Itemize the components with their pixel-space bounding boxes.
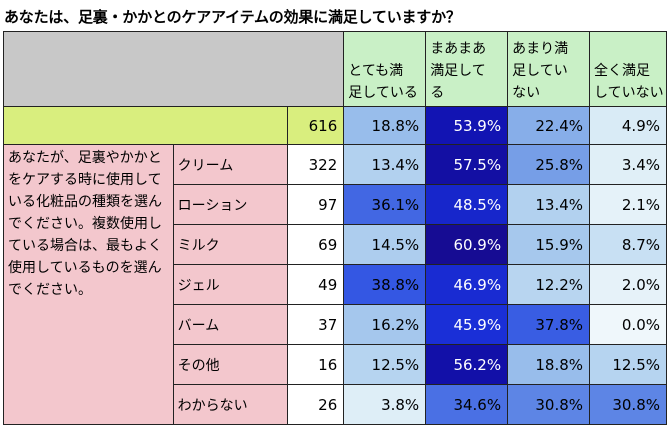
row-label: ローション <box>172 184 289 225</box>
chart-title: あなたは、足裏・かかとのケアアイテムの効果に満足していますか？ <box>4 8 461 26</box>
total-n: 616 <box>287 106 345 145</box>
row-n: 37 <box>287 304 345 345</box>
total-pct: 22.4% <box>507 106 591 145</box>
row-n: 97 <box>287 184 345 225</box>
col-header-not-very-satisfied: あまり満 足してい ない <box>507 31 591 107</box>
col-header-somewhat-satisfied: まあまあ 満足してる <box>425 31 509 107</box>
col-header-very-satisfied: とても満 足している <box>343 31 427 107</box>
total-label-cell <box>2 106 289 145</box>
row-n: 322 <box>287 144 345 185</box>
pct-cell: 3.8% <box>343 384 427 425</box>
col-header-not-satisfied-at-all: 全く満足 していない <box>589 31 667 107</box>
pct-cell: 30.8% <box>507 384 591 425</box>
pct-cell: 0.0% <box>589 304 667 345</box>
pct-cell: 60.9% <box>425 224 509 265</box>
row-n: 69 <box>287 224 345 265</box>
pct-cell: 46.9% <box>425 264 509 305</box>
pct-cell: 16.2% <box>343 304 427 345</box>
total-row: 616 18.8% 53.9% 22.4% 4.9% <box>2 106 667 145</box>
row-label: バーム <box>172 304 289 345</box>
pct-cell: 15.9% <box>507 224 591 265</box>
table-row: わからない 26 3.8% 34.6% 30.8% 30.8% <box>4 384 667 425</box>
header-row: とても満 足している まあまあ 満足してる あまり満 足してい ない 全く満足 していない <box>2 31 667 107</box>
total-pct: 53.9% <box>425 106 509 145</box>
pct-cell: 48.5% <box>425 184 509 225</box>
total-pct: 4.9% <box>589 106 667 145</box>
pct-cell: 18.8% <box>507 344 591 385</box>
pct-cell: 56.2% <box>425 344 509 385</box>
pct-cell: 37.8% <box>507 304 591 345</box>
row-label: その他 <box>172 344 289 385</box>
total-pct: 18.8% <box>343 106 427 145</box>
pct-cell: 12.5% <box>589 344 667 385</box>
row-label: ミルク <box>172 224 289 265</box>
table-row: あなたが、足裏やかかとをケアする時に使用している化粧品の種類を選んでください。複… <box>3 144 667 425</box>
row-label: クリーム <box>172 144 289 185</box>
row-n: 49 <box>287 264 345 305</box>
pct-cell: 36.1% <box>343 184 427 225</box>
pct-cell: 38.8% <box>343 264 427 305</box>
row-n: 26 <box>287 384 345 425</box>
pct-cell: 45.9% <box>425 304 509 345</box>
pct-cell: 30.8% <box>589 384 667 425</box>
pct-cell: 34.6% <box>425 384 509 425</box>
table-row: ローション 97 36.1% 48.5% 13.4% 2.1% <box>4 184 667 225</box>
pct-cell: 25.8% <box>507 144 591 185</box>
pct-cell: 2.0% <box>589 264 667 305</box>
pct-cell: 13.4% <box>343 144 427 185</box>
pct-cell: 13.4% <box>507 184 591 225</box>
pct-cell: 12.5% <box>343 344 427 385</box>
row-label: ジェル <box>172 264 289 305</box>
pct-cell: 8.7% <box>589 224 667 265</box>
header-blank-cell <box>2 31 345 107</box>
table-row: ジェル 49 38.8% 46.9% 12.2% 2.0% <box>4 264 667 305</box>
crosstab-table: とても満 足している まあまあ 満足してる あまり満 足してい ない 全く満足 していない… <box>2 31 667 425</box>
table-row: その他 16 12.5% 56.2% 18.8% 12.5% <box>4 344 667 385</box>
row-n: 16 <box>287 344 345 385</box>
question-text: あなたが、足裏やかかとをケアする時に使用している化粧品の種類を選んでください。複… <box>3 144 174 425</box>
pct-cell: 14.5% <box>343 224 427 265</box>
table-row: バーム 37 16.2% 45.9% 37.8% 0.0% <box>4 304 667 345</box>
pct-cell: 2.1% <box>589 184 667 225</box>
row-label: わからない <box>172 384 289 425</box>
table-row: ミルク 69 14.5% 60.9% 15.9% 8.7% <box>4 224 667 265</box>
pct-cell: 3.4% <box>589 144 667 185</box>
pct-cell: 57.5% <box>425 144 509 185</box>
pct-cell: 12.2% <box>507 264 591 305</box>
